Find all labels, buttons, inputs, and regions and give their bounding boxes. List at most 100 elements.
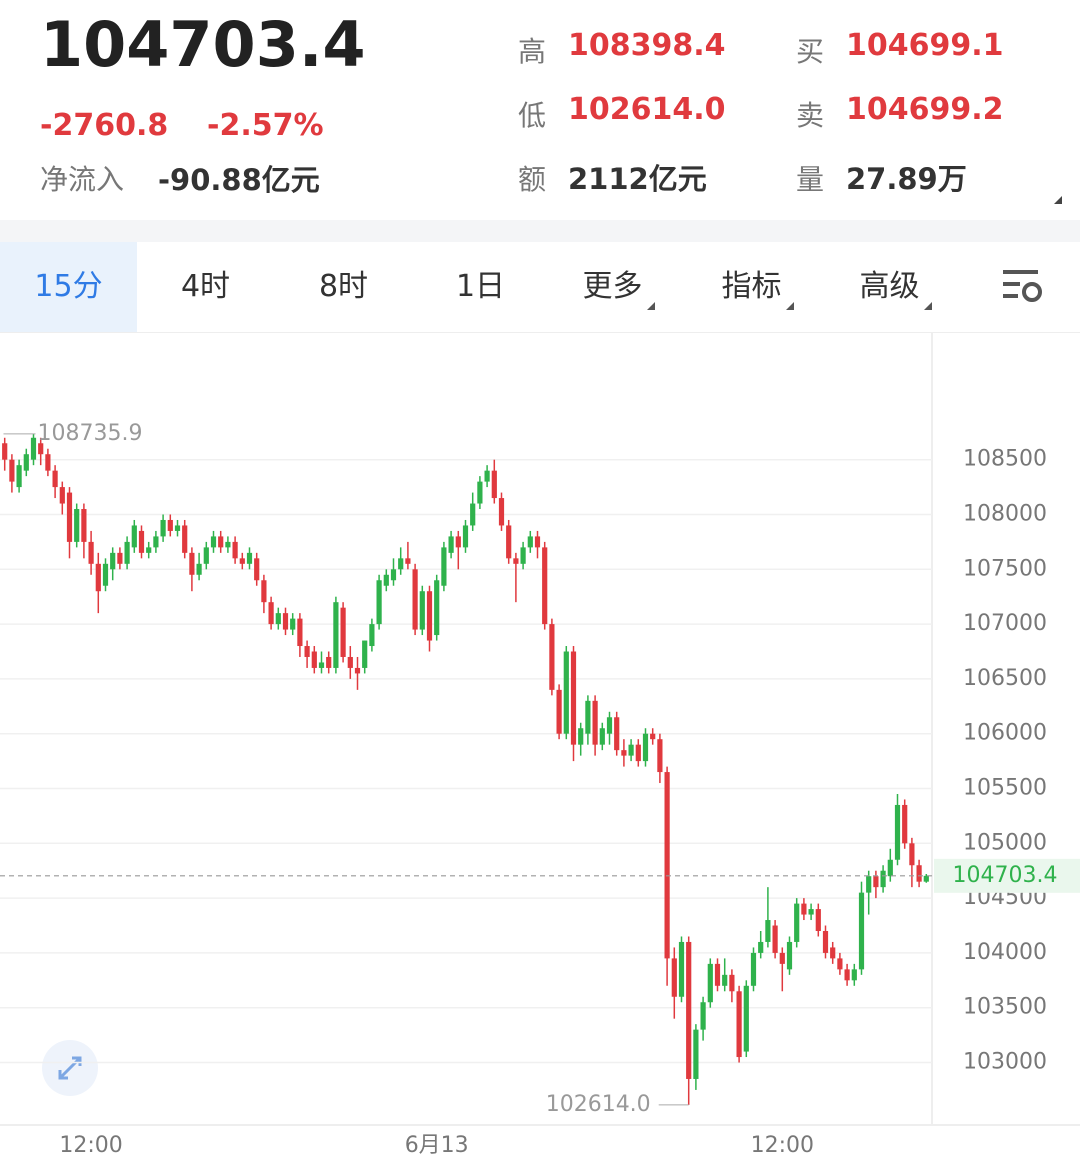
candle-body	[369, 624, 375, 647]
candle-body	[830, 947, 836, 959]
dropdown-mark	[923, 302, 932, 310]
candle-body	[902, 804, 908, 844]
candle-body	[2, 443, 8, 460]
candle-body	[729, 974, 735, 992]
candle-body	[686, 941, 692, 1079]
candle-body	[614, 717, 620, 751]
candle-body	[74, 509, 80, 542]
stat-label: 额	[518, 163, 547, 196]
candle-body	[765, 920, 771, 942]
candle-body	[318, 662, 325, 668]
candle-body	[441, 547, 447, 586]
tab-bar	[0, 242, 1080, 333]
candle-body	[282, 613, 289, 630]
candle-body	[520, 547, 526, 564]
candle-body	[311, 651, 317, 668]
candle-body	[671, 958, 677, 997]
candle-body	[700, 1002, 706, 1030]
max-label: 108735.9	[38, 421, 143, 446]
candle-body	[304, 646, 310, 657]
min-label: 102614.0	[546, 1092, 651, 1117]
tab[interactable]: 4时	[180, 269, 231, 304]
candle-body	[290, 618, 296, 630]
chart: 1030001035001040001045001050001055001060…	[0, 332, 1080, 1158]
settings-icon[interactable]	[1000, 266, 1046, 306]
candle-body	[362, 640, 368, 668]
candle-body	[650, 733, 656, 740]
candle-body	[664, 772, 670, 959]
candle-body	[419, 591, 425, 630]
stat-label: 高	[518, 35, 547, 68]
candle-body	[923, 875, 929, 882]
candle-body	[95, 563, 101, 592]
y-tick-label: 107000	[963, 611, 1047, 636]
expand-button[interactable]	[42, 1040, 98, 1096]
candle-body	[405, 558, 411, 564]
candle-body	[534, 536, 541, 548]
y-tick-label: 104000	[963, 940, 1047, 965]
y-tick-label: 107500	[963, 556, 1047, 581]
candle-body	[102, 563, 109, 586]
candle-body	[808, 909, 814, 915]
tab[interactable]: 高级	[827, 242, 964, 332]
tab[interactable]: 8时	[318, 269, 369, 304]
candle-body	[470, 503, 476, 526]
tab[interactable]: 15分	[0, 242, 137, 332]
candle-body	[232, 541, 238, 559]
last-price-label: 104703.4	[953, 863, 1058, 888]
dropdown-mark	[646, 302, 655, 310]
tab[interactable]: 1日	[455, 269, 506, 304]
candle-body	[347, 656, 353, 668]
candle-body	[585, 700, 591, 734]
candle-body	[909, 843, 915, 866]
candle-body	[146, 547, 152, 553]
candle-body	[844, 969, 850, 981]
candle-body	[657, 739, 663, 773]
y-tick-label: 106500	[963, 666, 1047, 691]
candle-body	[606, 717, 613, 734]
candle-body	[678, 941, 685, 997]
candle-body	[225, 541, 231, 548]
candle-body	[786, 941, 793, 970]
candle-body	[801, 903, 807, 915]
candle-body	[858, 892, 865, 970]
candle-body	[556, 689, 562, 734]
candle-body	[275, 613, 281, 625]
candle-body	[506, 525, 512, 559]
tab[interactable]: 更多	[550, 242, 687, 332]
candle-body	[182, 525, 188, 553]
last-price-bg	[934, 858, 1080, 893]
candle-body	[866, 876, 872, 893]
candle-body	[628, 744, 634, 756]
candle-body	[268, 602, 274, 625]
candle-body	[722, 974, 728, 986]
candle-body	[23, 454, 29, 471]
change-pct: -2.57%	[207, 108, 324, 143]
candle-body	[693, 1029, 699, 1079]
inflow-value: -90.88亿元	[158, 163, 320, 197]
candle-body	[887, 859, 893, 877]
candle-body	[203, 547, 209, 564]
candle-body	[383, 574, 389, 586]
candle-body	[815, 909, 821, 931]
stat-value: 102614.0	[568, 92, 726, 127]
candle-body	[714, 963, 721, 986]
candle-body	[81, 509, 87, 542]
y-tick-label: 108000	[963, 501, 1047, 526]
candle-body	[412, 569, 418, 630]
tab[interactable]: 指标	[689, 242, 826, 332]
candle-body	[498, 498, 505, 526]
candle-body	[736, 991, 742, 1058]
stat-label: 量	[796, 163, 825, 196]
candle-body	[390, 569, 397, 581]
stat-label: 卖	[796, 99, 825, 132]
inflow-label: 净流入	[40, 163, 125, 196]
candle-body	[88, 541, 94, 564]
candle-body	[916, 865, 922, 882]
candle-body	[153, 536, 159, 548]
candle-body	[354, 667, 361, 674]
stat-value: 104699.1	[846, 28, 1004, 63]
change: -2760.8	[40, 108, 169, 143]
candle-body	[491, 470, 497, 499]
candle-body	[894, 804, 901, 860]
